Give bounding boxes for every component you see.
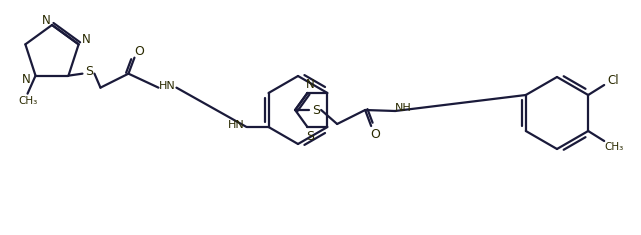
Text: S: S	[312, 103, 320, 117]
Text: N: N	[42, 13, 51, 27]
Text: HN: HN	[159, 81, 176, 91]
Text: N: N	[82, 33, 91, 46]
Text: N: N	[306, 78, 315, 90]
Text: CH₃: CH₃	[604, 142, 624, 152]
Text: S: S	[306, 129, 315, 142]
Text: NH: NH	[395, 103, 412, 113]
Text: O: O	[370, 128, 380, 141]
Text: CH₃: CH₃	[18, 96, 37, 106]
Text: N: N	[22, 73, 31, 86]
Text: S: S	[85, 65, 94, 78]
Text: O: O	[135, 45, 144, 58]
Text: Cl: Cl	[608, 74, 619, 86]
Text: HN: HN	[228, 120, 245, 130]
